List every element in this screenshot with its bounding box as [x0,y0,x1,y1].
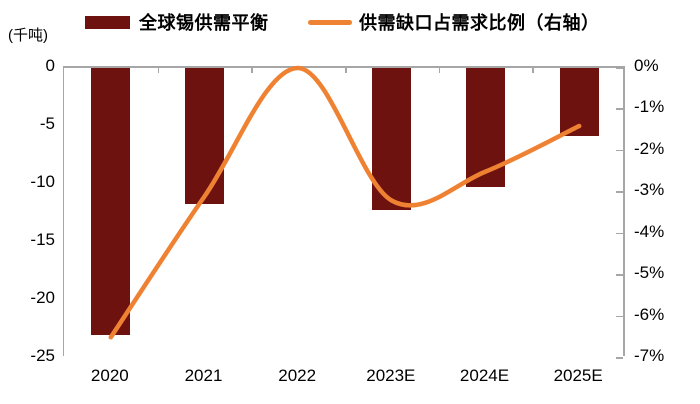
top-axis-tick [532,68,534,73]
x-axis-label-2022: 2022 [278,366,317,385]
bar-series-swatch [85,15,130,29]
right-axis-tick [616,67,623,69]
top-axis-tick [157,68,160,73]
left-axis-unit-label: (千吨) [8,27,48,44]
left-axis-label: -20 [30,288,55,307]
top-axis-tick [345,68,347,73]
right-axis-label: -3% [634,180,665,200]
right-axis-label: -6% [634,304,665,324]
right-axis-tick [616,357,623,359]
right-axis-label: -7% [634,346,665,365]
left-axis-label: -10 [30,172,55,191]
legend-item-line-series: 供需缺口占需求比例（右轴） [308,10,600,34]
bar-series-label: 全球锡供需平衡 [139,13,269,33]
right-axis-tick [616,108,623,110]
plot-area [63,65,625,359]
right-axis-tick [616,232,623,235]
right-axis-label: -5% [634,263,665,283]
left-axis-label: -5 [39,114,55,133]
bar-2021 [185,68,224,204]
x-axis-label-2025E: 2025E [553,366,603,385]
supply-gap-line-layer [108,65,582,340]
x-axis-label-2020: 2020 [90,366,129,385]
right-axis-tick [616,315,623,318]
legend: 全球锡供需平衡 供需缺口占需求比例（右轴） [0,10,700,34]
x-axis-label-2024E: 2024E [459,366,510,385]
right-axis-tick [616,191,623,193]
right-axis-label: -1% [634,97,665,117]
line-series-label: 供需缺口占需求比例（右轴） [359,13,600,33]
supply-gap-line [108,65,582,340]
right-axis-label: 0% [634,56,659,75]
right-axis-tick [616,274,623,276]
left-axis-label: -25 [30,346,55,365]
right-axis-label: -2% [634,138,665,158]
right-axis-tick [616,149,623,152]
x-axis-label-2021: 2021 [184,366,223,385]
top-axis-tick [438,68,441,73]
line-series-swatch [308,19,352,25]
right-axis-label: -4% [634,221,665,241]
top-axis-tick [251,68,253,73]
bar-2020 [91,68,131,335]
legend-item-bar-series: 全球锡供需平衡 [85,10,269,34]
left-axis-label: 0 [45,56,55,75]
x-axis-label-2023E: 2023E [366,366,416,385]
left-axis-label: -15 [30,230,55,249]
